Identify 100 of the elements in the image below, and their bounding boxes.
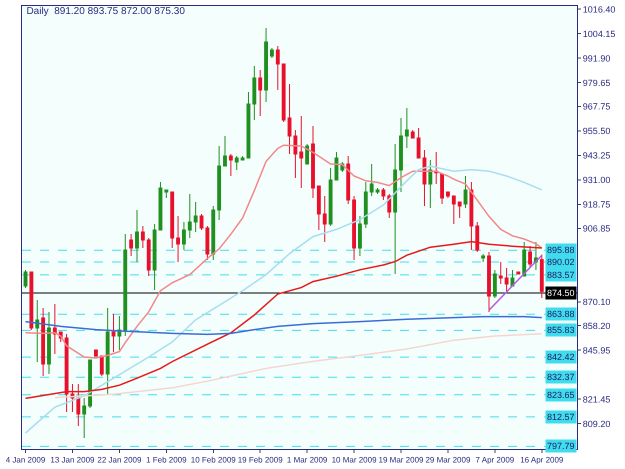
candlestick bbox=[217, 146, 222, 220]
x-tick-label: 19 Feb 2009 bbox=[238, 456, 284, 465]
y-tick-label: 1016.40 bbox=[582, 4, 616, 14]
candlestick bbox=[117, 316, 122, 350]
candlestick bbox=[76, 384, 80, 426]
candlestick bbox=[288, 84, 292, 154]
candlestick bbox=[270, 48, 274, 58]
candlestick bbox=[422, 150, 426, 206]
candlestick bbox=[200, 214, 204, 230]
candlestick bbox=[528, 246, 532, 268]
chart-title: Daily 891.20 893.75 872.00 875.30 bbox=[26, 6, 186, 18]
y-tick-label: 991.90 bbox=[582, 53, 610, 64]
candlestick bbox=[35, 300, 40, 362]
x-tick-label: 29 Mar 2009 bbox=[425, 456, 471, 465]
candlestick bbox=[404, 108, 409, 148]
candlestick bbox=[41, 308, 46, 376]
line-series bbox=[54, 333, 543, 398]
candlestick bbox=[82, 398, 86, 438]
candlestick bbox=[252, 66, 256, 120]
y-tick-label: 931.00 bbox=[582, 175, 610, 186]
x-tick-label: 1 Feb 2009 bbox=[146, 456, 188, 465]
candlestick bbox=[106, 308, 110, 394]
candlestick bbox=[316, 186, 321, 230]
candlestick bbox=[264, 28, 268, 102]
candlestick bbox=[416, 128, 421, 158]
candlestick bbox=[446, 192, 450, 198]
y-tick-label: 858.20 bbox=[582, 320, 610, 331]
ref-line-label: 895.88 bbox=[547, 245, 575, 255]
candlestick bbox=[399, 118, 403, 192]
candlestick bbox=[135, 210, 139, 262]
candlestick bbox=[492, 270, 497, 298]
y-tick-label: 821.45 bbox=[582, 394, 610, 404]
candlestick bbox=[170, 192, 174, 248]
candlestick bbox=[464, 176, 468, 208]
candlestick bbox=[24, 270, 28, 288]
candlestick bbox=[276, 46, 280, 90]
line-series bbox=[24, 165, 543, 434]
y-tick-label: 809.20 bbox=[582, 418, 610, 429]
ref-line-label: 874.50 bbox=[547, 288, 575, 298]
candlestick bbox=[410, 130, 415, 138]
x-tick-label: 19 Mar 2009 bbox=[378, 456, 424, 465]
candlestick bbox=[164, 190, 168, 198]
candlestick bbox=[504, 268, 509, 292]
candlestick bbox=[188, 194, 192, 238]
candlestick bbox=[182, 222, 186, 250]
candlestick bbox=[293, 130, 298, 178]
x-tick-label: 7 Apr 2009 bbox=[476, 456, 515, 465]
candlestick bbox=[240, 156, 245, 160]
y-tick-label: 979.65 bbox=[582, 78, 610, 88]
x-tick-label: 4 Jan 2009 bbox=[6, 456, 46, 465]
x-tick-label: 10 Mar 2009 bbox=[332, 456, 378, 465]
x-tick-label: 1 Mar 2009 bbox=[286, 456, 328, 465]
candlestick bbox=[311, 126, 315, 198]
candlestick bbox=[498, 262, 503, 284]
candlestick bbox=[194, 202, 198, 232]
y-tick-label: 918.75 bbox=[582, 200, 610, 210]
candlestick bbox=[64, 334, 69, 412]
ref-line-label: 797.79 bbox=[547, 441, 575, 451]
ref-line-label: 842.42 bbox=[547, 352, 575, 362]
candlestick bbox=[176, 216, 180, 262]
candlestick bbox=[370, 164, 374, 196]
ref-line-label: 883.57 bbox=[547, 270, 575, 280]
candlestick bbox=[322, 196, 327, 242]
line-series bbox=[24, 240, 543, 400]
line-series bbox=[24, 316, 543, 336]
candlestick bbox=[393, 144, 398, 274]
candlestick bbox=[352, 196, 356, 260]
candlestick bbox=[305, 144, 310, 164]
candlestick bbox=[123, 234, 128, 336]
candlestick bbox=[469, 182, 474, 250]
y-tick-label: 906.85 bbox=[582, 223, 610, 234]
ref-line-label: 855.83 bbox=[547, 325, 575, 335]
candlestick bbox=[376, 188, 380, 194]
y-tick-label: 870.10 bbox=[582, 296, 610, 307]
candlestick bbox=[510, 270, 514, 286]
candlestick bbox=[112, 314, 116, 352]
y-tick-label: 1004.15 bbox=[582, 28, 616, 39]
x-tick-label: 22 Jan 2009 bbox=[97, 456, 142, 465]
candlestick bbox=[540, 254, 544, 298]
candlestick bbox=[516, 272, 520, 274]
candlestick bbox=[299, 116, 304, 188]
candlestick bbox=[440, 174, 444, 204]
ref-line-label: 832.37 bbox=[547, 372, 575, 382]
candlestick bbox=[381, 188, 386, 200]
candlestick bbox=[481, 254, 486, 262]
ref-line-label: 823.65 bbox=[547, 390, 575, 400]
candlestick bbox=[228, 154, 233, 176]
candlestick bbox=[94, 350, 98, 356]
ref-line-label: 863.88 bbox=[547, 309, 575, 319]
candlestick bbox=[358, 216, 362, 256]
candlestick bbox=[328, 168, 333, 226]
candlestick bbox=[246, 92, 250, 158]
candlestick bbox=[434, 152, 438, 184]
candlestick bbox=[234, 156, 239, 170]
x-tick-label: 16 Apr 2009 bbox=[520, 456, 564, 465]
y-tick-label: 845.95 bbox=[582, 345, 610, 356]
candlestick bbox=[282, 64, 286, 122]
candlestick bbox=[452, 196, 456, 224]
candlestick bbox=[146, 238, 151, 276]
candlestick bbox=[52, 304, 57, 354]
